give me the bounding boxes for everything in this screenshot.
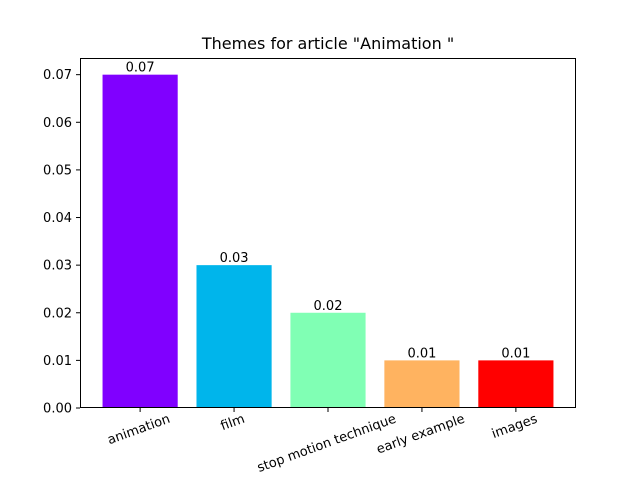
y-axis: 0.00 0.01 0.02 0.03 0.04 0.05 0.06 0.07 — [43, 68, 80, 417]
bar-animation — [102, 74, 178, 409]
bar-value-label: 0.02 — [314, 299, 343, 314]
value-labels-group: 0.07 0.03 0.02 0.01 0.01 — [126, 61, 531, 362]
plot-area-frame — [80, 58, 576, 408]
y-tick-label: 0.03 — [43, 259, 72, 274]
bar-images — [478, 360, 554, 408]
y-tick-label: 0.00 — [43, 402, 72, 417]
bar-early-example — [384, 360, 460, 408]
bar-value-label: 0.03 — [220, 251, 249, 266]
bar-value-label: 0.01 — [501, 346, 530, 361]
y-tick-label: 0.04 — [43, 211, 72, 226]
bar-value-label: 0.07 — [126, 61, 155, 76]
x-tick-label: animation — [106, 412, 173, 448]
y-tick-label: 0.02 — [43, 306, 72, 321]
y-tick-label: 0.07 — [43, 68, 72, 83]
chart-title: Themes for article "Animation " — [201, 34, 454, 53]
bar-stop-motion-technique — [290, 312, 366, 408]
y-tick-label: 0.01 — [43, 354, 72, 369]
y-tick-label: 0.06 — [43, 116, 72, 131]
bars-group — [102, 74, 554, 409]
y-tick-label: 0.05 — [43, 163, 72, 178]
bar-value-label: 0.01 — [407, 346, 436, 361]
bar-film — [196, 265, 272, 408]
x-axis: animation film stop motion techniqueearly … — [106, 408, 540, 476]
x-tick-label: film — [219, 412, 247, 434]
x-tick-label: images — [490, 412, 540, 442]
